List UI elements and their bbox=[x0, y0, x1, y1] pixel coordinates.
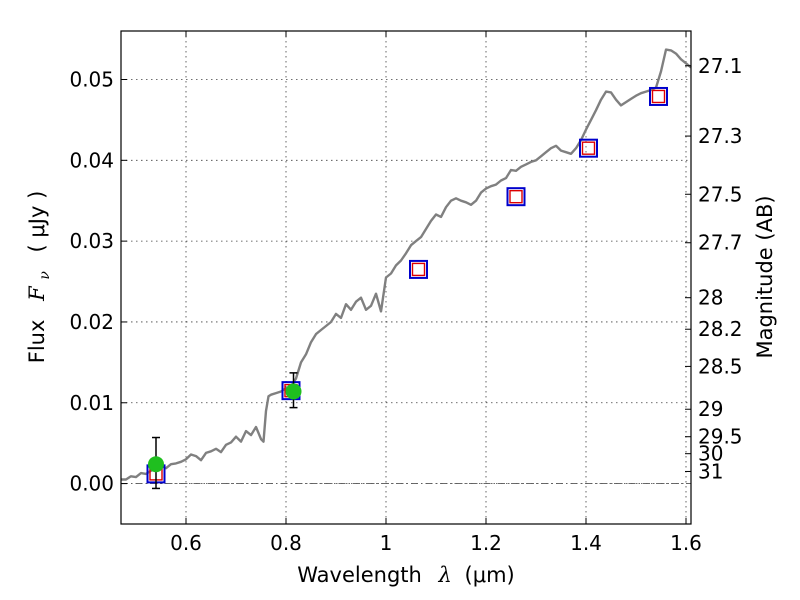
y-tick-label-2: 0.02 bbox=[69, 310, 114, 334]
y2-tick-label-5: 28.2 bbox=[698, 317, 743, 341]
model-square-4 bbox=[581, 141, 596, 155]
y2-tick-label-10: 31 bbox=[698, 459, 723, 483]
x-axis-label-symbol: λ bbox=[438, 563, 452, 587]
y-axis-label-symbol: F bbox=[25, 285, 49, 302]
model-square-5 bbox=[651, 89, 666, 104]
x-tick-label-0: 0.6 bbox=[170, 531, 202, 555]
detection-point-1 bbox=[285, 383, 302, 400]
x-tick-label-5: 1.6 bbox=[670, 531, 702, 555]
x-axis-label: Wavelength λ (μm) bbox=[297, 563, 514, 587]
filter-square-5 bbox=[649, 86, 668, 106]
model-square-2 bbox=[411, 262, 426, 277]
filter-square-2 bbox=[409, 259, 428, 279]
y-axis-label-unit: ( μJy ) bbox=[25, 191, 49, 253]
x-axis-label-unit: (μm) bbox=[465, 563, 515, 587]
y-axis-label-text: Flux bbox=[25, 320, 49, 364]
filter-square-3 bbox=[506, 187, 526, 207]
axis-ticks: 0.6 0.8 1 1.2 1.4 1.6 0.00 0.01 0.02 0.03 0.04 0.05… bbox=[69, 31, 743, 555]
x-tick-label-1: 0.8 bbox=[270, 531, 302, 555]
y2-tick-label-9: 30 bbox=[698, 442, 723, 466]
model-sed-line bbox=[121, 48, 692, 481]
data-series bbox=[121, 48, 692, 490]
x-tick-label-2: 1 bbox=[380, 531, 393, 555]
y2-tick-label-6: 28.5 bbox=[698, 354, 743, 378]
y-axis-label: Flux F ν ( μJy ) bbox=[25, 191, 54, 364]
y2-tick-label-0: 27.1 bbox=[698, 54, 743, 78]
plot-frame bbox=[120, 30, 692, 525]
model-square-3 bbox=[509, 189, 523, 204]
y2-tick-label-2: 27.5 bbox=[698, 182, 743, 206]
y2-axis-label: Magnitude (AB) bbox=[753, 195, 777, 358]
y-tick-label-0: 0.00 bbox=[69, 472, 114, 496]
y-tick-label-1: 0.01 bbox=[69, 391, 114, 415]
grid-lines bbox=[121, 31, 691, 524]
y-axis-label-subscript: ν bbox=[37, 271, 53, 280]
y2-tick-label-8: 29.5 bbox=[698, 425, 743, 449]
x-tick-label-3: 1.2 bbox=[470, 531, 502, 555]
detection-point-0 bbox=[148, 456, 164, 473]
y2-tick-label-7: 29 bbox=[698, 397, 723, 421]
y2-tick-label-4: 28 bbox=[698, 286, 723, 310]
x-axis-label-text: Wavelength bbox=[297, 563, 422, 587]
y2-tick-label-1: 27.3 bbox=[698, 124, 743, 148]
y-tick-label-4: 0.04 bbox=[69, 148, 114, 172]
y2-tick-label-3: 27.7 bbox=[698, 231, 743, 255]
y-tick-label-5: 0.05 bbox=[69, 67, 114, 91]
y-tick-label-3: 0.03 bbox=[69, 229, 114, 253]
x-tick-label-4: 1.4 bbox=[570, 531, 602, 555]
filter-square-4 bbox=[579, 138, 598, 158]
